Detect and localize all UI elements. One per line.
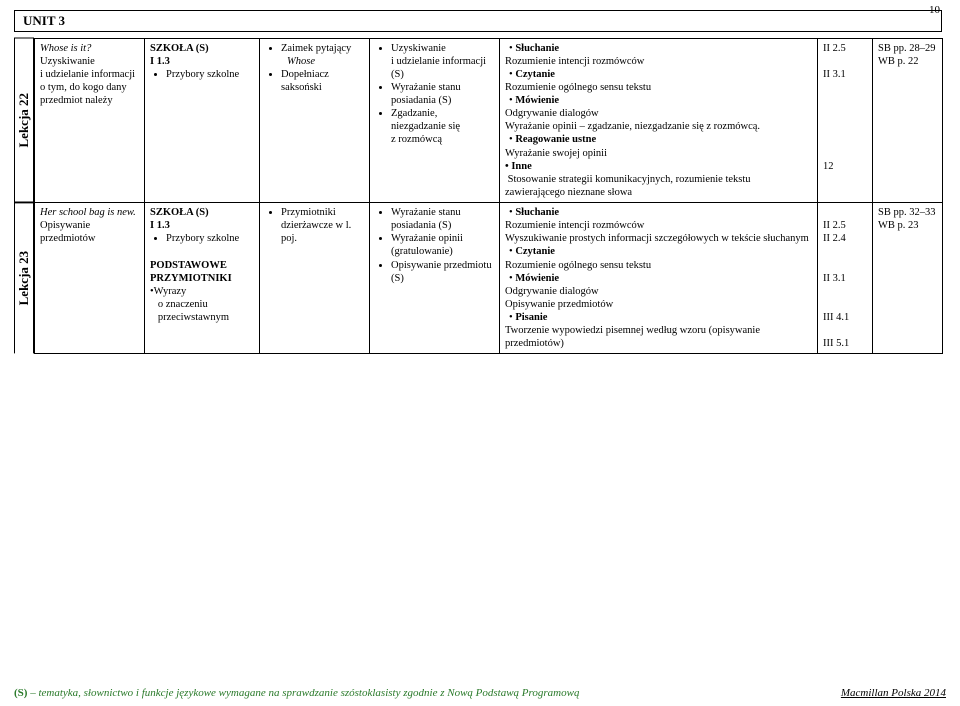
lesson-label: Lekcja 22 [14,38,34,203]
unit-title: UNIT 3 [14,10,942,32]
side-labels: Lekcja 22Lekcja 23 [14,38,34,354]
table-row: Her school bag is new.Opisywanie przedmi… [35,203,943,354]
main-layout: Lekcja 22Lekcja 23 Whose is it?Uzyskiwan… [14,38,946,355]
cell-skills: SłuchanieRozumienie intencji rozmówcówWy… [500,203,818,354]
footer-left-bold: (S) [14,687,27,699]
cell-refs: II 2.5II 2.4 II 3.1 III 4.1 III 5.1 [818,203,873,354]
table-row: Whose is it?Uzyskiwanie i udzielanie inf… [35,38,943,203]
footer-left: (S) – tematyka, słownictwo i funkcje jęz… [14,687,579,700]
page-footer: (S) – tematyka, słownictwo i funkcje jęz… [14,687,946,700]
cell-pages: SB pp. 28–29WB p. 22 [873,38,943,203]
cell-grammar: Zaimek pytającyWhoseDopełniacz saksoński [260,38,370,203]
cell-functions: Wyrażanie stanu posiadania (S)Wyrażanie … [370,203,500,354]
lesson-label: Lekcja 23 [14,202,34,353]
cell-grammar: Przymiotniki dzierżawcze w l. poj. [260,203,370,354]
cell-topic: Her school bag is new.Opisywanie przedmi… [35,203,145,354]
cell-area: SZKOŁA (S)I 1.3Przybory szkolnePODSTAWOW… [145,203,260,354]
cell-skills: SłuchanieRozumienie intencji rozmówcówCz… [500,38,818,203]
cell-pages: SB pp. 32–33WB p. 23 [873,203,943,354]
cell-area: SZKOŁA (S)I 1.3Przybory szkolne [145,38,260,203]
cell-functions: Uzyskiwanie i udzielanie informacji (S)W… [370,38,500,203]
curriculum-table: Whose is it?Uzyskiwanie i udzielanie inf… [34,38,943,355]
footer-right: Macmillan Polska 2014 [841,687,946,700]
page-number: 10 [929,4,940,17]
footer-left-text: – tematyka, słownictwo i funkcje językow… [27,687,579,699]
cell-refs: II 2.5 II 3.1 12 [818,38,873,203]
cell-topic: Whose is it?Uzyskiwanie i udzielanie inf… [35,38,145,203]
